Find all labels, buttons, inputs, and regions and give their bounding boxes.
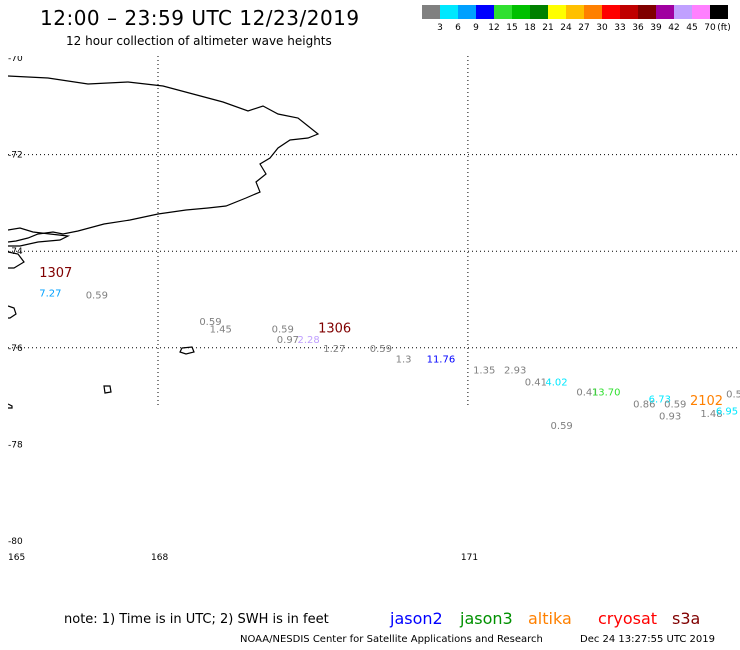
- wave-height-label: 6.95: [716, 407, 738, 418]
- wave-height-label: 0.41: [576, 387, 598, 398]
- wave-height-label: 13.70: [592, 387, 621, 398]
- legend-label: 15: [506, 23, 518, 33]
- satellite-s3a: s3a: [672, 609, 701, 628]
- ice-shelf-edge: [8, 251, 25, 269]
- generated-timestamp: Dec 24 13:27:55 UTC 2019: [580, 634, 715, 645]
- latitude-label: -74: [8, 247, 23, 257]
- wave-height-label: 1.27: [323, 344, 345, 355]
- wave-height-max-label: 1307: [39, 266, 72, 281]
- legend-unit: (ft): [717, 23, 731, 33]
- legend-swatch: [530, 5, 548, 19]
- latitude-labels: -70 -72 -74 -76 -78 -80: [8, 56, 23, 547]
- wave-height-max-label: 2102: [690, 394, 723, 409]
- wave-height-label: 0.59: [551, 421, 573, 432]
- legend-swatch: [458, 5, 476, 19]
- legend-swatch: [440, 5, 458, 19]
- legend-swatch: [620, 5, 638, 19]
- latitude-label: -76: [8, 344, 23, 354]
- wave-height-label: 0.86: [633, 399, 655, 410]
- wave-height-label: 0.59: [664, 399, 686, 410]
- wave-height-label: 0.41: [525, 378, 547, 389]
- ice-shelf-edge: [8, 403, 13, 409]
- legend-swatch: [494, 5, 512, 19]
- wave-height-map[interactable]: -70-72-74-76-78-80 165168171174177 0.413…: [8, 56, 740, 608]
- legend-swatch: [692, 5, 710, 19]
- wave-height-label: 0.97: [277, 335, 299, 346]
- footer-note: note: 1) Time is in UTC; 2) SWH is in fe…: [64, 612, 329, 627]
- legend-swatch: [584, 5, 602, 19]
- page-subtitle: 12 hour collection of altimeter wave hei…: [66, 34, 332, 48]
- wave-height-label: 0.59: [370, 344, 392, 355]
- satellite-jason2: jason2: [390, 609, 443, 628]
- wave-height-label: 4.02: [545, 378, 567, 389]
- legend-label: 70: [704, 23, 716, 33]
- wave-height-label: 1.3: [396, 354, 412, 365]
- legend-label: 9: [473, 23, 479, 33]
- legend-label: 36: [632, 23, 644, 33]
- legend-swatch: [476, 5, 494, 19]
- latitude-label: -70: [8, 56, 23, 64]
- satellite-jason3: jason3: [460, 609, 513, 628]
- legend-label: 33: [614, 23, 626, 33]
- island: [103, 385, 112, 394]
- wave-height-label: 2.28: [297, 335, 319, 346]
- wave-height-label: 0.59: [86, 291, 108, 302]
- legend-label: 42: [668, 23, 680, 33]
- legend-swatch: [602, 5, 620, 19]
- satellite-cryosat: cryosat: [598, 609, 658, 628]
- longitude-labels: 165168171174177: [8, 553, 478, 563]
- latitude-label: -78: [8, 440, 23, 450]
- legend-swatch: [548, 5, 566, 19]
- longitude-label: 171: [461, 553, 478, 563]
- wave-height-label: 6.73: [649, 395, 671, 406]
- legend-swatch: [566, 5, 584, 19]
- legend-swatch: [656, 5, 674, 19]
- legend-label: 27: [578, 23, 590, 33]
- legend-swatch: [638, 5, 656, 19]
- wave-height-label: 7.27: [39, 288, 61, 299]
- land-outline: [8, 75, 320, 243]
- wave-height-label: 2.93: [504, 366, 526, 377]
- legend-label: 6: [455, 23, 461, 33]
- legend-swatch: [674, 5, 692, 19]
- wave-height-max-label: 1306: [318, 321, 351, 336]
- longitude-label: 168: [151, 553, 168, 563]
- wave-height-label: 0.59: [199, 317, 221, 328]
- wave-height-label: 1.35: [473, 366, 495, 377]
- legend-label: 18: [524, 23, 536, 33]
- page-title: 12:00 – 23:59 UTC 12/23/2019: [40, 6, 360, 30]
- legend-label: 24: [560, 23, 572, 33]
- wave-height-label: 0.59: [272, 324, 294, 335]
- credit-line: NOAA/NESDIS Center for Satellite Applica…: [240, 634, 543, 645]
- island: [179, 346, 195, 355]
- legend-swatch: [422, 5, 440, 19]
- latitude-label: -72: [8, 151, 23, 161]
- wave-height-label: 11.76: [427, 354, 456, 365]
- wave-height-observations: 0.413.8213077.270.590.591.450.5913060.97…: [39, 266, 740, 432]
- legend-label: 30: [596, 23, 608, 33]
- legend-swatch: [710, 5, 728, 19]
- land-outline: [8, 227, 71, 247]
- latitude-label: -80: [8, 537, 23, 547]
- legend-label: 39: [650, 23, 662, 33]
- wave-height-label: 1.48: [700, 409, 722, 420]
- legend-label: 45: [686, 23, 698, 33]
- wave-height-label: 1.45: [210, 324, 232, 335]
- legend-label: 12: [488, 23, 500, 33]
- wave-height-label: 0.93: [659, 411, 681, 422]
- ice-shelf-edge: [8, 305, 17, 319]
- satellite-altika: altika: [528, 609, 572, 628]
- legend-swatch: [512, 5, 530, 19]
- coastline: [8, 75, 320, 409]
- legend-label: 3: [437, 23, 443, 33]
- legend-label: 21: [542, 23, 554, 33]
- longitude-label: 165: [8, 553, 25, 563]
- wave-height-label: 0.59: [726, 390, 740, 401]
- map-frame: [8, 56, 740, 608]
